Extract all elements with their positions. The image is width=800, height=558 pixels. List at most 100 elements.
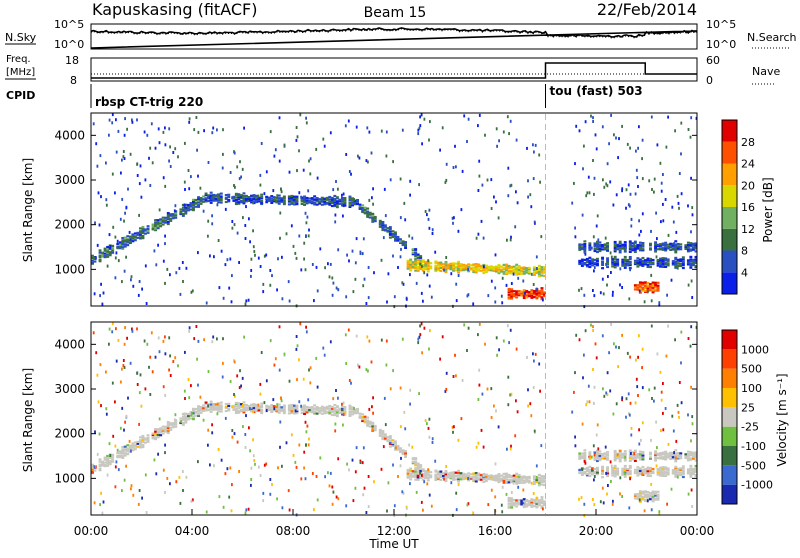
- velocity-cell: [596, 423, 599, 427]
- power-cell: [588, 259, 592, 262]
- velocity-cell: [679, 468, 683, 472]
- power-cell: [361, 252, 364, 256]
- velocity-cell: [574, 444, 577, 448]
- power-cell: [260, 142, 263, 145]
- velocity-cell: [368, 339, 371, 343]
- power-cell: [252, 195, 256, 199]
- power-cell: [341, 197, 344, 200]
- velocity-cell: [195, 325, 198, 328]
- velocity-cell: [540, 496, 544, 499]
- velocity-cell: [169, 374, 172, 377]
- velocity-cell: [659, 466, 663, 469]
- velocity-cell: [537, 473, 541, 476]
- power-cell: [522, 296, 526, 300]
- velocity-cell: [502, 481, 506, 484]
- power-cell: [628, 260, 632, 263]
- power-cell: [325, 196, 329, 199]
- velocity-cell: [310, 410, 314, 413]
- power-cell: [510, 297, 514, 300]
- power-cell: [358, 156, 361, 160]
- velocity-cell: [130, 487, 132, 491]
- velocity-cell: [477, 477, 481, 480]
- power-cell: [388, 228, 392, 231]
- power-cell: [429, 262, 433, 265]
- power-cell: [540, 266, 544, 269]
- velocity-cell: [277, 406, 281, 409]
- power-cell: [500, 294, 503, 298]
- power-cell: [179, 292, 182, 296]
- power-cell: [676, 194, 679, 198]
- power-cell: [106, 264, 109, 268]
- velocity-cell: [439, 473, 443, 476]
- velocity-cell: [253, 459, 256, 462]
- power-cell: [150, 122, 153, 126]
- power-cell: [517, 276, 520, 280]
- power-cell: [596, 260, 599, 263]
- velocity-cell: [98, 463, 102, 466]
- velocity-cell: [586, 400, 589, 404]
- velocity-cell: [394, 442, 397, 445]
- velocity-cell: [679, 457, 683, 460]
- velocity-cell: [527, 475, 531, 478]
- velocity-cell: [177, 364, 179, 368]
- power-cell: [304, 211, 307, 215]
- velocity-cell: [243, 335, 245, 339]
- power-cell: [633, 284, 637, 287]
- power-cell: [684, 244, 688, 247]
- velocity-cell: [606, 451, 610, 454]
- power-cell: [651, 258, 655, 262]
- velocity-cell: [323, 353, 326, 357]
- power-cell: [444, 266, 448, 269]
- power-cell: [293, 195, 296, 198]
- power-cell: [366, 126, 369, 130]
- velocity-cell: [320, 407, 324, 410]
- power-cell: [123, 236, 127, 239]
- velocity-cell: [325, 410, 329, 413]
- power-cell: [543, 294, 546, 298]
- velocity-cell: [423, 326, 426, 330]
- velocity-cell: [399, 450, 402, 453]
- power-cell: [123, 239, 127, 242]
- power-cell: [583, 144, 585, 148]
- power-cell: [596, 264, 599, 267]
- velocity-cell: [227, 402, 231, 405]
- power-cell: [197, 205, 201, 208]
- velocity-cell: [676, 467, 680, 470]
- power-cell: [320, 200, 324, 203]
- velocity-cell: [217, 448, 220, 451]
- velocity-cell: [396, 448, 400, 451]
- velocity-cell: [654, 490, 658, 493]
- velocity-cell: [123, 452, 127, 455]
- velocity-cell: [421, 478, 425, 481]
- velocity-cell: [664, 471, 668, 474]
- velocity-cell: [540, 500, 544, 503]
- power-cell: [659, 243, 663, 246]
- power-cell: [255, 197, 259, 200]
- velocity-cell: [444, 473, 448, 476]
- velocity-cell: [455, 491, 458, 495]
- power-cell: [308, 228, 310, 232]
- velocity-cell: [497, 473, 501, 476]
- velocity-cell: [540, 479, 544, 482]
- power-cell: [467, 117, 470, 121]
- velocity-cell: [290, 403, 294, 407]
- power-cell: [282, 197, 286, 200]
- velocity-cell: [656, 497, 660, 500]
- velocity-cell: [453, 425, 455, 429]
- velocity-cell: [187, 416, 190, 419]
- power-cell: [145, 302, 148, 305]
- power-cell: [479, 266, 483, 269]
- velocity-cell: [621, 456, 625, 459]
- velocity-cell: [217, 407, 221, 411]
- power-cell: [627, 203, 630, 207]
- velocity-cell: [613, 457, 617, 460]
- power-cell: [590, 246, 593, 250]
- power-cell: [373, 220, 377, 223]
- velocity-cell: [188, 396, 191, 400]
- power-cell: [330, 201, 334, 205]
- power-cell: [510, 183, 513, 187]
- power-cell: [250, 197, 254, 200]
- colorbar-segment: [722, 484, 737, 504]
- power-cell: [292, 244, 295, 248]
- velocity-cell: [144, 437, 147, 440]
